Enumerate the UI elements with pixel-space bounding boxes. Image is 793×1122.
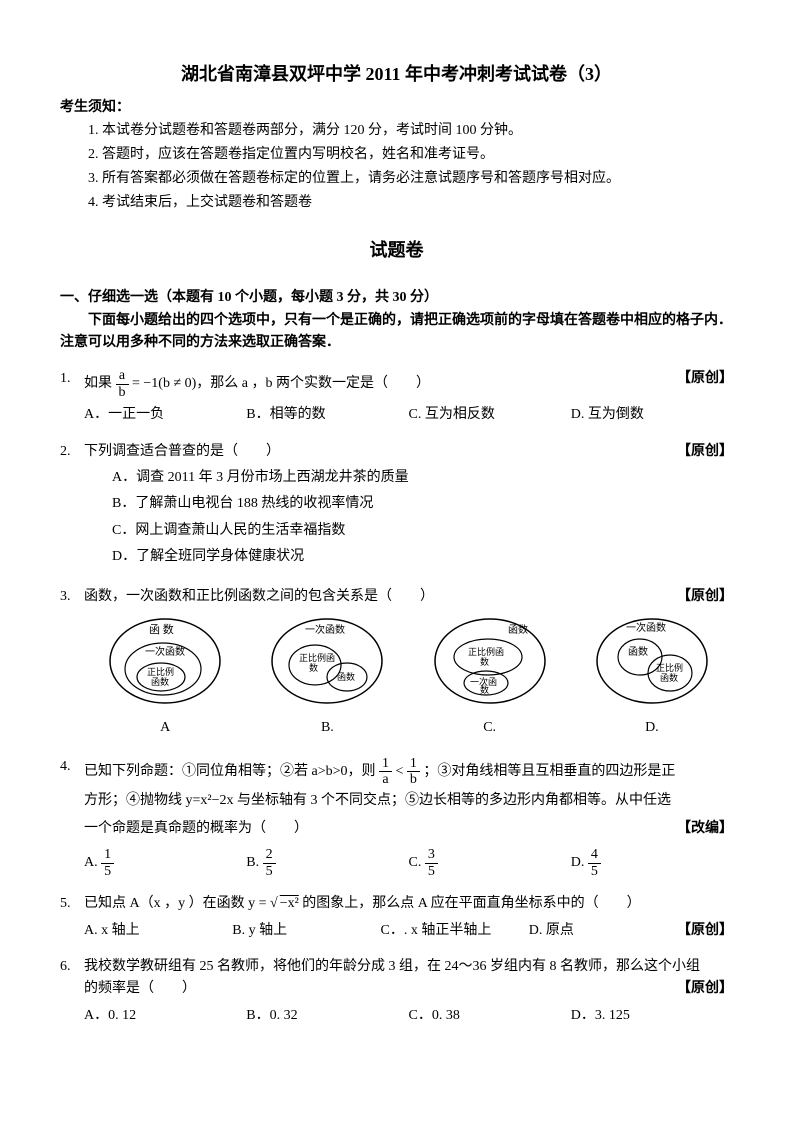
q1-stem-pre: 如果 <box>84 376 116 391</box>
option-d: D．3. 125 <box>571 1005 733 1027</box>
question-3: 3. 【原创】 函数，一次函数和正比例函数之间的包含关系是（ ） 函 数 一次函… <box>60 586 733 741</box>
venn-diagram-icon: 一次函数 正比例函 数 函数 <box>267 615 387 707</box>
option-d: D. 原点 <box>529 920 677 942</box>
venn-option-b: 一次函数 正比例函 数 函数 B. <box>267 615 387 740</box>
question-number: 2. <box>60 441 84 463</box>
q4-stem-a: 已知下列命题：①同位角相等；②若 a>b>0，则 <box>84 764 379 779</box>
venn-diagram-icon: 函 数 一次函数 正比例 函数 <box>105 615 225 707</box>
question-number: 4. <box>60 756 84 778</box>
question-number: 5. <box>60 893 84 915</box>
question-1: 1. 【原创】 如果 a b = −1(b ≠ 0)，那么 a ，b 两个实数一… <box>60 368 733 426</box>
subtitle: 试题卷 <box>60 236 733 265</box>
option-label-d: D. <box>592 717 712 739</box>
q1-options: A．一正一负 B．相等的数 C. 互为相反数 D. 互为倒数 <box>84 404 733 426</box>
q4-stem-c: 方形；④抛物线 y=x²−2x 与坐标轴有 3 个不同交点；⑤边长相等的多边形内… <box>84 787 733 815</box>
venn-diagram-icon: 函数 正比例函 数 一次函 数 <box>430 615 550 707</box>
option-b: B．0. 32 <box>246 1005 408 1027</box>
svg-text:数: 数 <box>309 662 318 673</box>
svg-text:函 数: 函 数 <box>149 623 174 636</box>
option-a: A. 15 <box>84 847 246 879</box>
section-a-sub: 下面每小题给出的四个选项中，只有一个是正确的，请把正确选项前的字母填在答题卷中相… <box>60 310 733 355</box>
sqrt-inner: −x² <box>278 896 299 911</box>
notice-heading: 考生须知： <box>60 97 733 119</box>
svg-text:数: 数 <box>480 684 489 695</box>
question-6: 6. 我校数学教研组有 25 名教师，将他们的年龄分成 3 组，在 24～36 … <box>60 956 733 1027</box>
q5-options: A. x 轴上 B. y 轴上 C．. x 轴正半轴上 D. 原点 【原创】 <box>84 920 733 942</box>
fraction-a-over-b: a b <box>116 368 129 400</box>
svg-text:一次函数: 一次函数 <box>145 645 185 658</box>
svg-text:一次函数: 一次函数 <box>305 623 345 636</box>
option-b: B. 25 <box>246 847 408 879</box>
option-a: A．一正一负 <box>84 404 246 426</box>
tag-original: 【原创】 <box>677 441 733 463</box>
svg-text:正比例函: 正比例函 <box>468 646 504 657</box>
option-label-a: A <box>105 717 225 739</box>
q3-stem: 函数，一次函数和正比例函数之间的包含关系是（ ） <box>84 589 434 604</box>
page-title: 湖北省南漳县双坪中学 2011 年中考冲刺考试试卷（3） <box>60 60 733 89</box>
option-d: D．了解全班同学身体健康状况 <box>112 546 733 568</box>
q6-options: A．0. 12 B．0. 32 C．0. 38 D．3. 125 <box>84 1005 733 1027</box>
tag-original: 【原创】 <box>677 978 733 1000</box>
venn-option-a: 函 数 一次函数 正比例 函数 A <box>105 615 225 740</box>
option-c: C. 互为相反数 <box>409 404 571 426</box>
q1-stem-post: = −1(b ≠ 0)，那么 a ，b 两个实数一定是（ ） <box>132 376 430 391</box>
notice-item: 1. 本试卷分试题卷和答题卷两部分，满分 120 分，考试时间 100 分钟。 <box>88 119 733 143</box>
option-b: B．相等的数 <box>246 404 408 426</box>
option-a: A．0. 12 <box>84 1005 246 1027</box>
fraction-1-over-b: 1 b <box>407 756 420 788</box>
q4-options: A. 15 B. 25 C. 35 D. 45 <box>84 847 733 879</box>
q6-stem-b: 的频率是（ ） <box>84 981 196 996</box>
svg-text:数: 数 <box>480 656 489 667</box>
option-b: B. y 轴上 <box>232 920 380 942</box>
notice-list: 1. 本试卷分试题卷和答题卷两部分，满分 120 分，考试时间 100 分钟。 … <box>60 119 733 214</box>
question-number: 6. <box>60 956 84 978</box>
svg-text:函数: 函数 <box>337 671 355 682</box>
notice-item: 2. 答题时，应该在答题卷指定位置内写明校名，姓名和准考证号。 <box>88 143 733 167</box>
option-label-c: C. <box>430 717 550 739</box>
svg-text:正比例函: 正比例函 <box>299 652 335 663</box>
q5-stem-b: 的图象上，那么点 A 应在平面直角坐标系中的（ ） <box>302 896 640 911</box>
q4-stem-b: ；③对角线相等且互相垂直的四边形是正 <box>423 764 675 779</box>
q4-lt: < <box>396 764 407 779</box>
tag-original: 【原创】 <box>677 586 733 608</box>
tag-original: 【原创】 <box>677 368 733 390</box>
tag-original: 【原创】 <box>677 920 733 942</box>
svg-text:函数: 函数 <box>660 672 678 683</box>
venn-option-c: 函数 正比例函 数 一次函 数 C. <box>430 615 550 740</box>
option-b: B．了解萧山电视台 188 热线的收视率情况 <box>112 493 733 515</box>
notice-item: 3. 所有答案都必须做在答题卷标定的位置上，请务必注意试题序号和答题序号相对应。 <box>88 167 733 191</box>
q5-stem-a: 已知点 A（x ，y ）在函数 y = <box>84 896 270 911</box>
option-d: D. 互为倒数 <box>571 404 733 426</box>
fraction-1-over-a: 1 a <box>379 756 392 788</box>
question-number: 3. <box>60 586 84 608</box>
svg-text:正比例: 正比例 <box>147 666 174 677</box>
section-a-heading: 一、仔细选一选（本题有 10 个小题，每小题 3 分，共 30 分） <box>60 287 733 309</box>
option-a: A．调查 2011 年 3 月份市场上西湖龙井茶的质量 <box>112 467 733 489</box>
notice-item: 4. 考试结束后，上交试题卷和答题卷 <box>88 191 733 215</box>
svg-text:函数: 函数 <box>508 623 528 636</box>
question-2: 2. 【原创】 下列调查适合普查的是（ ） A．调查 2011 年 3 月份市场… <box>60 441 733 573</box>
option-c: C．0. 38 <box>409 1005 571 1027</box>
venn-option-d: 一次函数 函数 正比例 函数 D. <box>592 615 712 740</box>
option-a: A. x 轴上 <box>84 920 232 942</box>
venn-diagram-row: 函 数 一次函数 正比例 函数 A 一次函数 正比例函 数 函数 <box>84 615 733 740</box>
svg-text:函数: 函数 <box>151 676 169 687</box>
option-c: C．网上调查萧山人民的生活幸福指数 <box>112 520 733 542</box>
svg-text:一次函数: 一次函数 <box>626 621 666 634</box>
option-c: C．. x 轴正半轴上 <box>381 920 529 942</box>
question-number: 1. <box>60 368 84 390</box>
svg-text:函数: 函数 <box>628 645 648 658</box>
question-5: 5. 已知点 A（x ，y ）在函数 y = √−x² 的图象上，那么点 A 应… <box>60 893 733 942</box>
q6-stem-a: 我校数学教研组有 25 名教师，将他们的年龄分成 3 组，在 24～36 岁组内… <box>84 956 733 978</box>
venn-diagram-icon: 一次函数 函数 正比例 函数 <box>592 615 712 707</box>
tag-adapted: 【改编】 <box>677 815 733 843</box>
question-4: 4. 已知下列命题：①同位角相等；②若 a>b>0，则 1 a < 1 b ；③… <box>60 756 733 880</box>
q2-stem: 下列调查适合普查的是（ ） <box>84 444 280 459</box>
option-d: D. 45 <box>571 847 733 879</box>
option-c: C. 35 <box>409 847 571 879</box>
option-label-b: B. <box>267 717 387 739</box>
sqrt-symbol: √ <box>270 896 278 911</box>
q4-stem-d: 一个命题是真命题的概率为（ ） <box>84 821 308 836</box>
svg-text:正比例: 正比例 <box>656 662 683 673</box>
